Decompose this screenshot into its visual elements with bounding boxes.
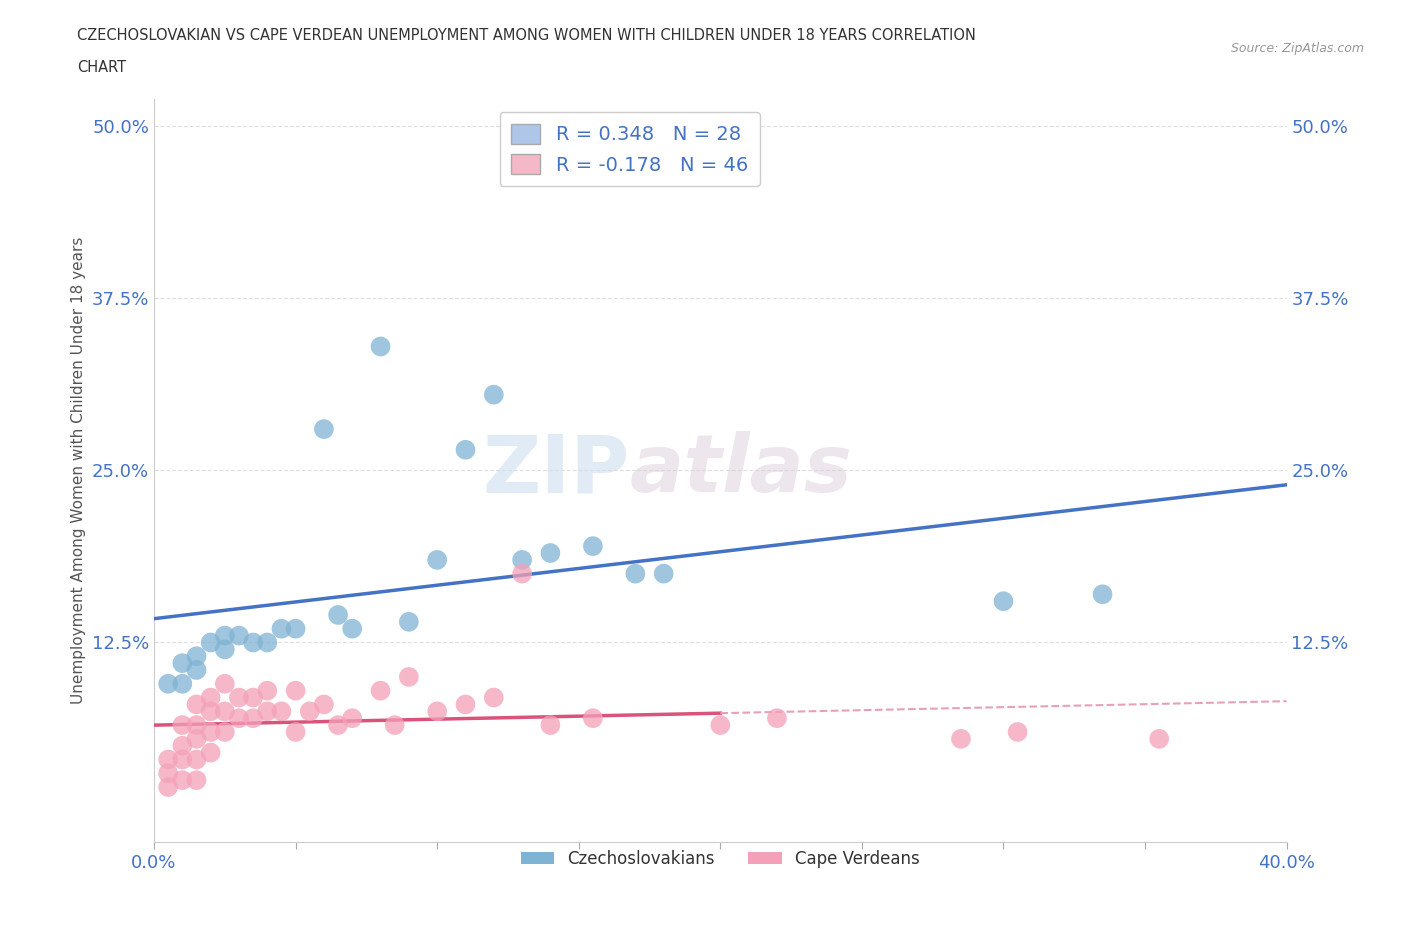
Point	[172, 718, 194, 733]
Point	[270, 704, 292, 719]
Point	[186, 697, 208, 711]
Point	[482, 690, 505, 705]
Point	[510, 566, 533, 581]
Point	[214, 628, 236, 643]
Point	[454, 443, 477, 458]
Point	[172, 752, 194, 767]
Point	[993, 593, 1015, 608]
Point	[228, 690, 250, 705]
Point	[398, 615, 420, 630]
Point	[200, 690, 222, 705]
Point	[172, 773, 194, 788]
Point	[284, 621, 307, 636]
Point	[214, 704, 236, 719]
Point	[510, 552, 533, 567]
Point	[157, 765, 180, 780]
Point	[384, 718, 406, 733]
Point	[186, 662, 208, 677]
Point	[186, 731, 208, 746]
Point	[624, 566, 647, 581]
Point	[482, 387, 505, 402]
Point	[172, 738, 194, 753]
Text: CZECHOSLOVAKIAN VS CAPE VERDEAN UNEMPLOYMENT AMONG WOMEN WITH CHILDREN UNDER 18 : CZECHOSLOVAKIAN VS CAPE VERDEAN UNEMPLOY…	[77, 28, 976, 43]
Point	[186, 752, 208, 767]
Point	[186, 649, 208, 664]
Point	[256, 704, 278, 719]
Point	[172, 676, 194, 691]
Point	[157, 779, 180, 794]
Point	[652, 566, 675, 581]
Point	[342, 711, 364, 725]
Point	[370, 684, 392, 698]
Point	[284, 724, 307, 739]
Point	[312, 697, 335, 711]
Point	[256, 684, 278, 698]
Point	[284, 684, 307, 698]
Y-axis label: Unemployment Among Women with Children Under 18 years: Unemployment Among Women with Children U…	[72, 237, 86, 704]
Text: Source: ZipAtlas.com: Source: ZipAtlas.com	[1230, 42, 1364, 55]
Point	[709, 718, 731, 733]
Point	[200, 724, 222, 739]
Text: atlas: atlas	[630, 432, 852, 510]
Point	[538, 546, 561, 561]
Point	[242, 635, 264, 650]
Point	[214, 724, 236, 739]
Point	[228, 628, 250, 643]
Point	[326, 607, 349, 622]
Point	[582, 538, 605, 553]
Point	[426, 552, 449, 567]
Point	[270, 621, 292, 636]
Point	[186, 718, 208, 733]
Point	[242, 690, 264, 705]
Point	[1007, 724, 1029, 739]
Point	[200, 635, 222, 650]
Point	[582, 711, 605, 725]
Point	[228, 711, 250, 725]
Point	[214, 642, 236, 657]
Point	[326, 718, 349, 733]
Point	[370, 339, 392, 354]
Text: CHART: CHART	[77, 60, 127, 75]
Point	[398, 670, 420, 684]
Point	[200, 704, 222, 719]
Point	[342, 621, 364, 636]
Text: ZIP: ZIP	[482, 432, 630, 510]
Point	[214, 676, 236, 691]
Point	[454, 697, 477, 711]
Point	[766, 711, 789, 725]
Point	[242, 711, 264, 725]
Point	[200, 745, 222, 760]
Point	[157, 676, 180, 691]
Point	[1091, 587, 1114, 602]
Point	[172, 656, 194, 671]
Legend: Czechoslovakians, Cape Verdeans: Czechoslovakians, Cape Verdeans	[515, 844, 927, 874]
Point	[538, 718, 561, 733]
Point	[312, 421, 335, 436]
Point	[949, 731, 972, 746]
Point	[186, 773, 208, 788]
Point	[426, 704, 449, 719]
Point	[1147, 731, 1170, 746]
Point	[157, 752, 180, 767]
Point	[298, 704, 321, 719]
Point	[256, 635, 278, 650]
